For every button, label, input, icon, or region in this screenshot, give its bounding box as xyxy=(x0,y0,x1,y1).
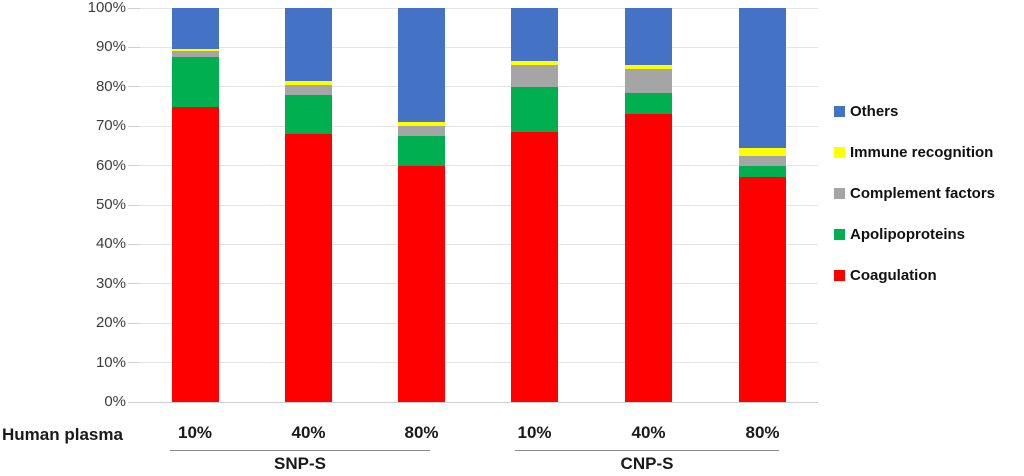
y-axis-tick xyxy=(128,86,140,88)
y-axis-tick xyxy=(128,362,140,364)
y-axis-tick xyxy=(128,204,140,206)
bar-5 xyxy=(625,8,672,402)
category-label: 80% xyxy=(404,423,439,442)
gridline xyxy=(140,401,818,403)
y-axis-tick-label: 70% xyxy=(95,117,126,135)
bar-2 xyxy=(285,8,332,402)
legend-swatch-coagulation xyxy=(834,269,845,281)
x-axis-title: Human plasma xyxy=(2,425,123,444)
gridline xyxy=(140,46,818,48)
legend-item-coagulation: Coagulation xyxy=(834,266,995,284)
bar-segment-coagulation xyxy=(398,165,445,402)
bar-segment-coagulation xyxy=(739,177,786,402)
bar-segment-immune-recognition xyxy=(511,61,558,66)
gridline xyxy=(140,86,818,88)
bar-segment-immune-recognition xyxy=(171,49,219,52)
gridline xyxy=(140,362,818,364)
category-label: 10% xyxy=(517,423,552,442)
y-axis-tick xyxy=(128,46,140,48)
y-axis-tick xyxy=(128,165,140,167)
legend-label: Apolipoproteins xyxy=(850,225,965,243)
bar-segment-immune-recognition xyxy=(739,147,786,156)
bar-segment-complement-factors xyxy=(171,51,219,58)
bar-segment-others xyxy=(285,8,332,81)
legend-item-others: Others xyxy=(834,102,995,120)
category-label: 10% xyxy=(177,423,213,442)
group-label-snp-s: SNP-S xyxy=(274,454,326,473)
bar-segment-complement-factors xyxy=(625,69,672,93)
y-axis-tick xyxy=(128,283,140,285)
bar-1 xyxy=(171,8,219,402)
y-axis-tick-label: 80% xyxy=(95,77,126,95)
y-axis-tick-label: 0% xyxy=(104,393,126,410)
bar-segment-coagulation xyxy=(171,106,219,402)
group-label-cnp-s: CNP-S xyxy=(620,454,674,473)
bar-6 xyxy=(739,8,786,402)
bar-segment-complement-factors xyxy=(511,65,558,87)
bar-segment-apolipoproteins xyxy=(739,165,786,178)
y-axis-tick-label: 60% xyxy=(95,156,126,174)
legend-label: Others xyxy=(850,102,899,120)
bar-segment-coagulation xyxy=(625,114,672,402)
bar-segment-apolipoproteins xyxy=(625,92,672,115)
y-axis-tick xyxy=(128,125,140,127)
legend-swatch-immune-recognition xyxy=(834,146,845,158)
bar-segment-apolipoproteins xyxy=(171,57,219,107)
bar-segment-coagulation xyxy=(285,134,332,402)
gridline xyxy=(140,204,818,206)
bar-segment-others xyxy=(171,8,219,50)
bar-segment-complement-factors xyxy=(398,126,445,137)
bar-3 xyxy=(398,8,445,402)
bar-segment-others xyxy=(625,8,672,66)
bar-segment-immune-recognition xyxy=(625,65,672,70)
y-axis-tick-label: 40% xyxy=(95,235,126,253)
y-axis-tick-label: 10% xyxy=(95,353,126,371)
legend: Others Immune recognition Complement facto… xyxy=(834,102,995,307)
bar-4 xyxy=(511,8,558,402)
bar-segment-others xyxy=(739,8,786,148)
legend-label: Complement factors xyxy=(850,184,996,202)
gridline xyxy=(140,243,818,245)
gridline xyxy=(140,125,818,127)
y-axis-tick-label: 50% xyxy=(95,196,126,213)
bar-segment-complement-factors xyxy=(285,84,332,95)
gridline xyxy=(140,165,818,167)
legend-swatch-apolipoproteins xyxy=(834,228,845,240)
gridline xyxy=(140,283,818,285)
legend-item-complement-factors: Complement factors xyxy=(834,184,995,202)
legend-swatch-others xyxy=(834,105,845,117)
bar-segment-apolipoproteins xyxy=(398,136,445,166)
y-axis-tick xyxy=(128,401,140,403)
y-axis-tick xyxy=(128,243,140,245)
y-axis-tick xyxy=(128,322,140,324)
bar-segment-apolipoproteins xyxy=(285,94,332,135)
y-axis-tick-label: 100% xyxy=(87,0,126,16)
y-axis-tick-label: 90% xyxy=(95,38,126,56)
group-underline xyxy=(170,450,430,451)
bar-segment-immune-recognition xyxy=(398,122,445,127)
bar-segment-complement-factors xyxy=(739,155,786,166)
y-axis-tick-label: 30% xyxy=(95,274,126,292)
bar-segment-immune-recognition xyxy=(285,80,332,85)
legend-label: Coagulation xyxy=(850,266,937,284)
bar-segment-apolipoproteins xyxy=(511,86,558,133)
legend-swatch-complement-factors xyxy=(834,187,845,199)
plot-area xyxy=(128,7,818,403)
category-label: 40% xyxy=(291,423,326,442)
legend-label: Immune recognition xyxy=(850,143,994,161)
legend-item-immune-recognition: Immune recognition xyxy=(834,143,995,161)
gridline xyxy=(140,322,818,324)
bar-segment-others xyxy=(511,8,558,62)
category-label: 40% xyxy=(631,423,666,442)
y-axis-tick xyxy=(128,7,140,9)
legend-item-apolipoproteins: Apolipoproteins xyxy=(834,225,995,243)
gridline xyxy=(140,7,818,9)
category-label: 80% xyxy=(745,423,780,442)
group-underline xyxy=(515,450,779,451)
bar-segment-coagulation xyxy=(511,132,558,402)
y-axis-tick-label: 20% xyxy=(95,314,126,332)
bar-segment-others xyxy=(398,8,445,123)
